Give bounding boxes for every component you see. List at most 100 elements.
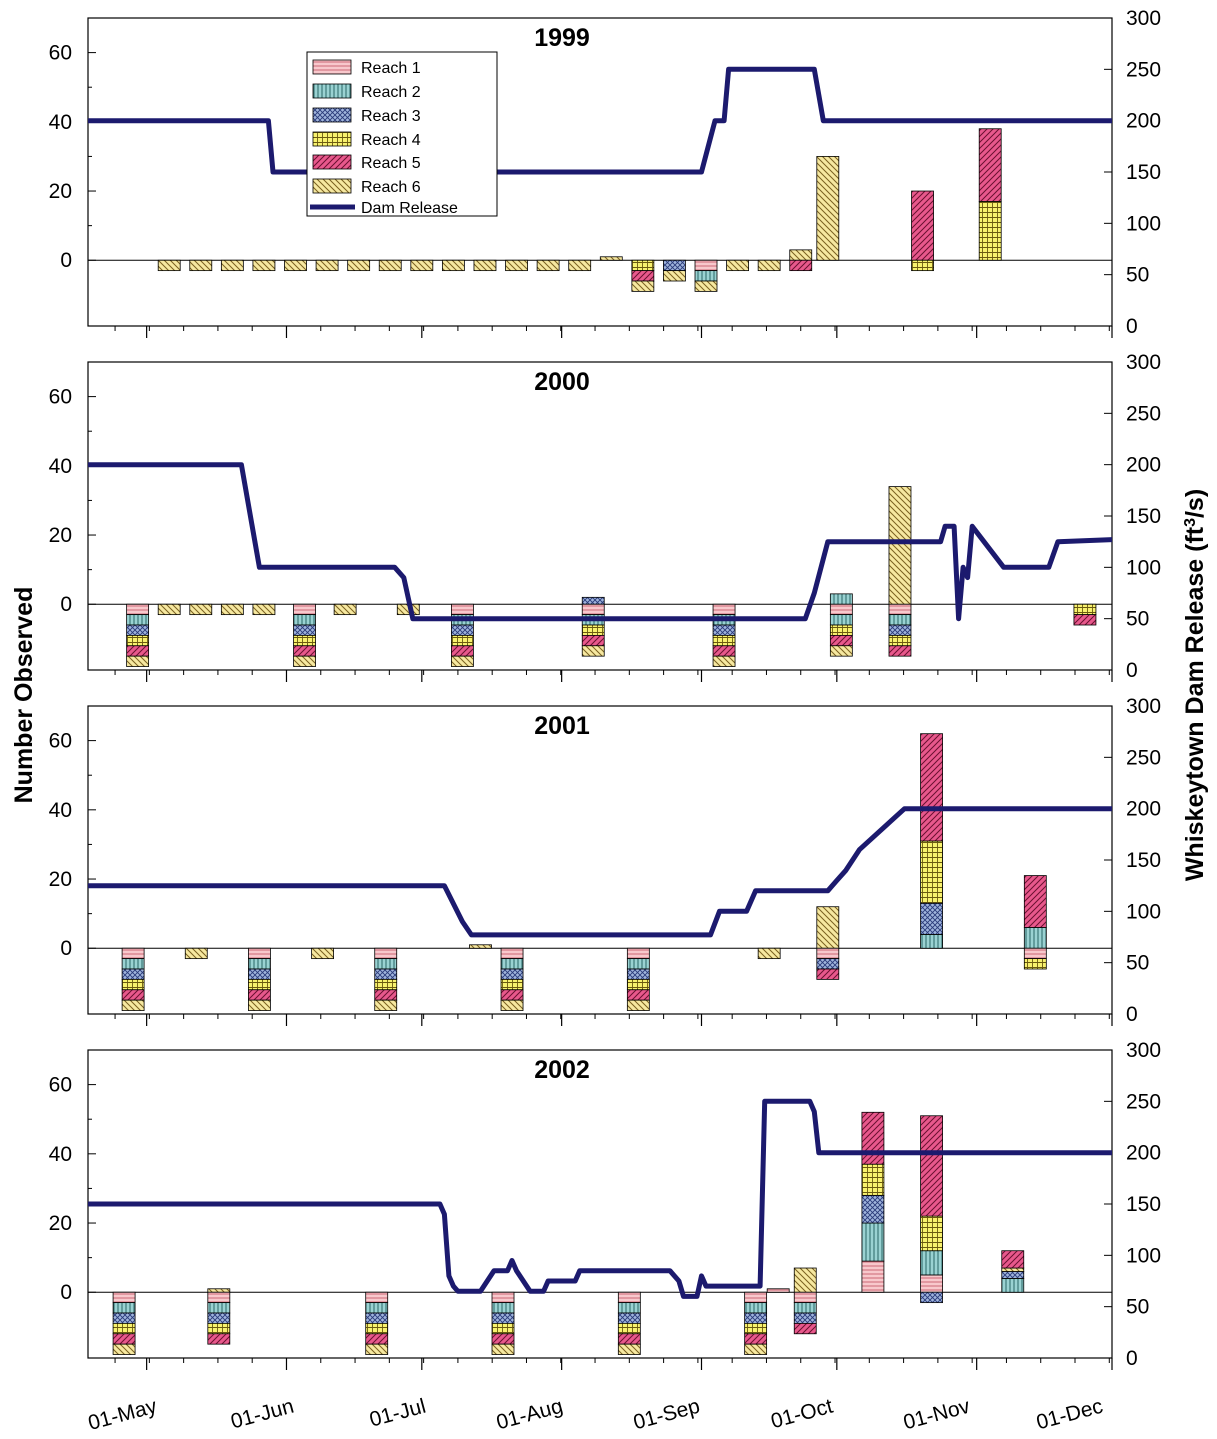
absent-segment-reach-6 <box>451 655 474 667</box>
survey-bar <box>184 947 208 960</box>
bar-segment-reach-2 <box>1001 1278 1025 1293</box>
y2-axis-title: Whiskeytown Dam Release (ft3/s) <box>1181 489 1209 881</box>
x-tick-label: 01-Dec <box>1034 1395 1105 1435</box>
x-tick-label: 01-Sep <box>631 1395 702 1435</box>
absent-segment-reach-6 <box>284 259 307 272</box>
survey-bar <box>726 259 749 272</box>
absent-segment-reach-5 <box>293 645 316 657</box>
legend: Reach 1 Reach 2 Reach 3 Reach 4 Reach 5 … <box>306 51 498 217</box>
y-tick-label: 0 <box>60 1281 72 1304</box>
y-tick-label: 60 <box>49 42 72 65</box>
survey-bar <box>766 1288 790 1293</box>
bar-segment-reach-5 <box>920 733 943 842</box>
bar-segment-reach-6 <box>207 1288 231 1293</box>
absent-segment-reach-6 <box>220 603 244 616</box>
absent-segment-reach-1 <box>816 947 840 960</box>
bar-segment-reach-5 <box>978 128 1002 202</box>
y2-tick-label: 0 <box>1126 1347 1138 1370</box>
survey-bar <box>663 259 686 282</box>
absent-segment-reach-5 <box>126 645 150 657</box>
absent-segment-reach-1 <box>293 603 316 616</box>
absent-segment-reach-1 <box>207 1291 231 1304</box>
absent-segment-reach-6 <box>189 259 213 272</box>
y2-tick-label: 150 <box>1126 1193 1161 1216</box>
survey-bar <box>505 259 528 272</box>
absent-segment-reach-1 <box>829 603 853 616</box>
absent-segment-reach-3 <box>374 968 398 980</box>
absent-segment-reach-5 <box>365 1333 389 1345</box>
absent-segment-reach-1 <box>888 603 912 616</box>
survey-bar <box>789 249 813 272</box>
survey-bar <box>1023 875 1047 970</box>
bar-segment-reach-6 <box>816 906 840 949</box>
absent-segment-reach-1 <box>121 947 145 960</box>
absent-segment-reach-1 <box>248 947 271 960</box>
absent-segment-reach-6 <box>157 603 181 616</box>
absent-segment-reach-4 <box>617 1322 641 1335</box>
absent-segment-reach-2 <box>374 958 398 970</box>
absent-segment-reach-5 <box>374 989 398 1001</box>
absent-segment-reach-1 <box>744 1291 768 1304</box>
bar-segment-reach-6 <box>816 156 840 261</box>
absent-segment-reach-1 <box>112 1291 136 1304</box>
x-tick-label: 01-Jul <box>367 1395 428 1432</box>
survey-bar <box>157 259 181 272</box>
survey-bar <box>220 603 244 616</box>
absent-segment-reach-6 <box>365 1343 389 1355</box>
absent-segment-reach-4 <box>121 978 145 991</box>
absent-segment-reach-6 <box>581 645 605 657</box>
legend-swatch-reach-4 <box>312 131 352 147</box>
survey-bar <box>189 259 213 272</box>
y2-tick-label: 0 <box>1126 659 1138 682</box>
x-tick-label: 01-Jun <box>228 1395 296 1434</box>
bar-segment-reach-5 <box>1023 875 1047 928</box>
survey-bar <box>315 259 339 272</box>
absent-segment-reach-2 <box>744 1302 768 1314</box>
survey-bar <box>617 1291 641 1355</box>
absent-segment-reach-6 <box>712 655 736 667</box>
absent-segment-reach-6 <box>441 259 465 272</box>
legend-label: Reach 3 <box>361 108 421 125</box>
y-tick-label: 60 <box>49 730 72 753</box>
absent-segment-reach-1 <box>694 259 718 272</box>
absent-segment-reach-1 <box>365 1291 389 1304</box>
bar-segment-reach-1 <box>766 1288 790 1293</box>
y2-tick-label: 50 <box>1126 608 1149 631</box>
absent-segment-reach-5 <box>500 989 524 1001</box>
legend-label: Reach 1 <box>361 60 421 77</box>
absent-segment-reach-1 <box>581 603 605 616</box>
bar-segment-reach-2 <box>1023 927 1047 949</box>
absent-segment-reach-6 <box>121 999 145 1011</box>
y2-tick-label: 300 <box>1126 695 1161 718</box>
absent-segment-reach-4 <box>491 1322 515 1335</box>
absent-segment-reach-1 <box>1023 947 1047 960</box>
absent-segment-reach-3 <box>712 624 736 636</box>
y-tick-label: 20 <box>49 180 72 203</box>
survey-bar <box>1073 603 1097 626</box>
legend-label: Reach 4 <box>361 132 421 149</box>
absent-segment-reach-1 <box>626 947 650 960</box>
absent-segment-reach-5 <box>581 634 605 647</box>
bar-segment-reach-3 <box>581 596 605 605</box>
absent-segment-reach-1 <box>491 1291 515 1304</box>
absent-segment-reach-6 <box>757 259 781 272</box>
survey-bar <box>365 1291 389 1355</box>
survey-bar <box>712 603 736 667</box>
absent-segment-reach-6 <box>726 259 749 272</box>
absent-segment-reach-5 <box>112 1333 136 1345</box>
bar-segment-reach-2 <box>829 593 853 605</box>
survey-bar <box>284 259 307 272</box>
absent-segment-reach-6 <box>252 603 276 616</box>
absent-segment-reach-4 <box>112 1322 136 1335</box>
survey-bar <box>861 1111 885 1293</box>
survey-bar <box>126 603 150 667</box>
survey-bar <box>207 1288 231 1345</box>
y2-tick-label: 50 <box>1126 952 1149 975</box>
dam-release-line <box>88 66 1112 175</box>
bar-segment-reach-6 <box>888 486 912 605</box>
y-tick-label: 40 <box>49 799 72 822</box>
absent-segment-reach-6 <box>694 280 718 292</box>
survey-bar <box>920 733 943 949</box>
absent-segment-reach-2 <box>207 1302 231 1314</box>
